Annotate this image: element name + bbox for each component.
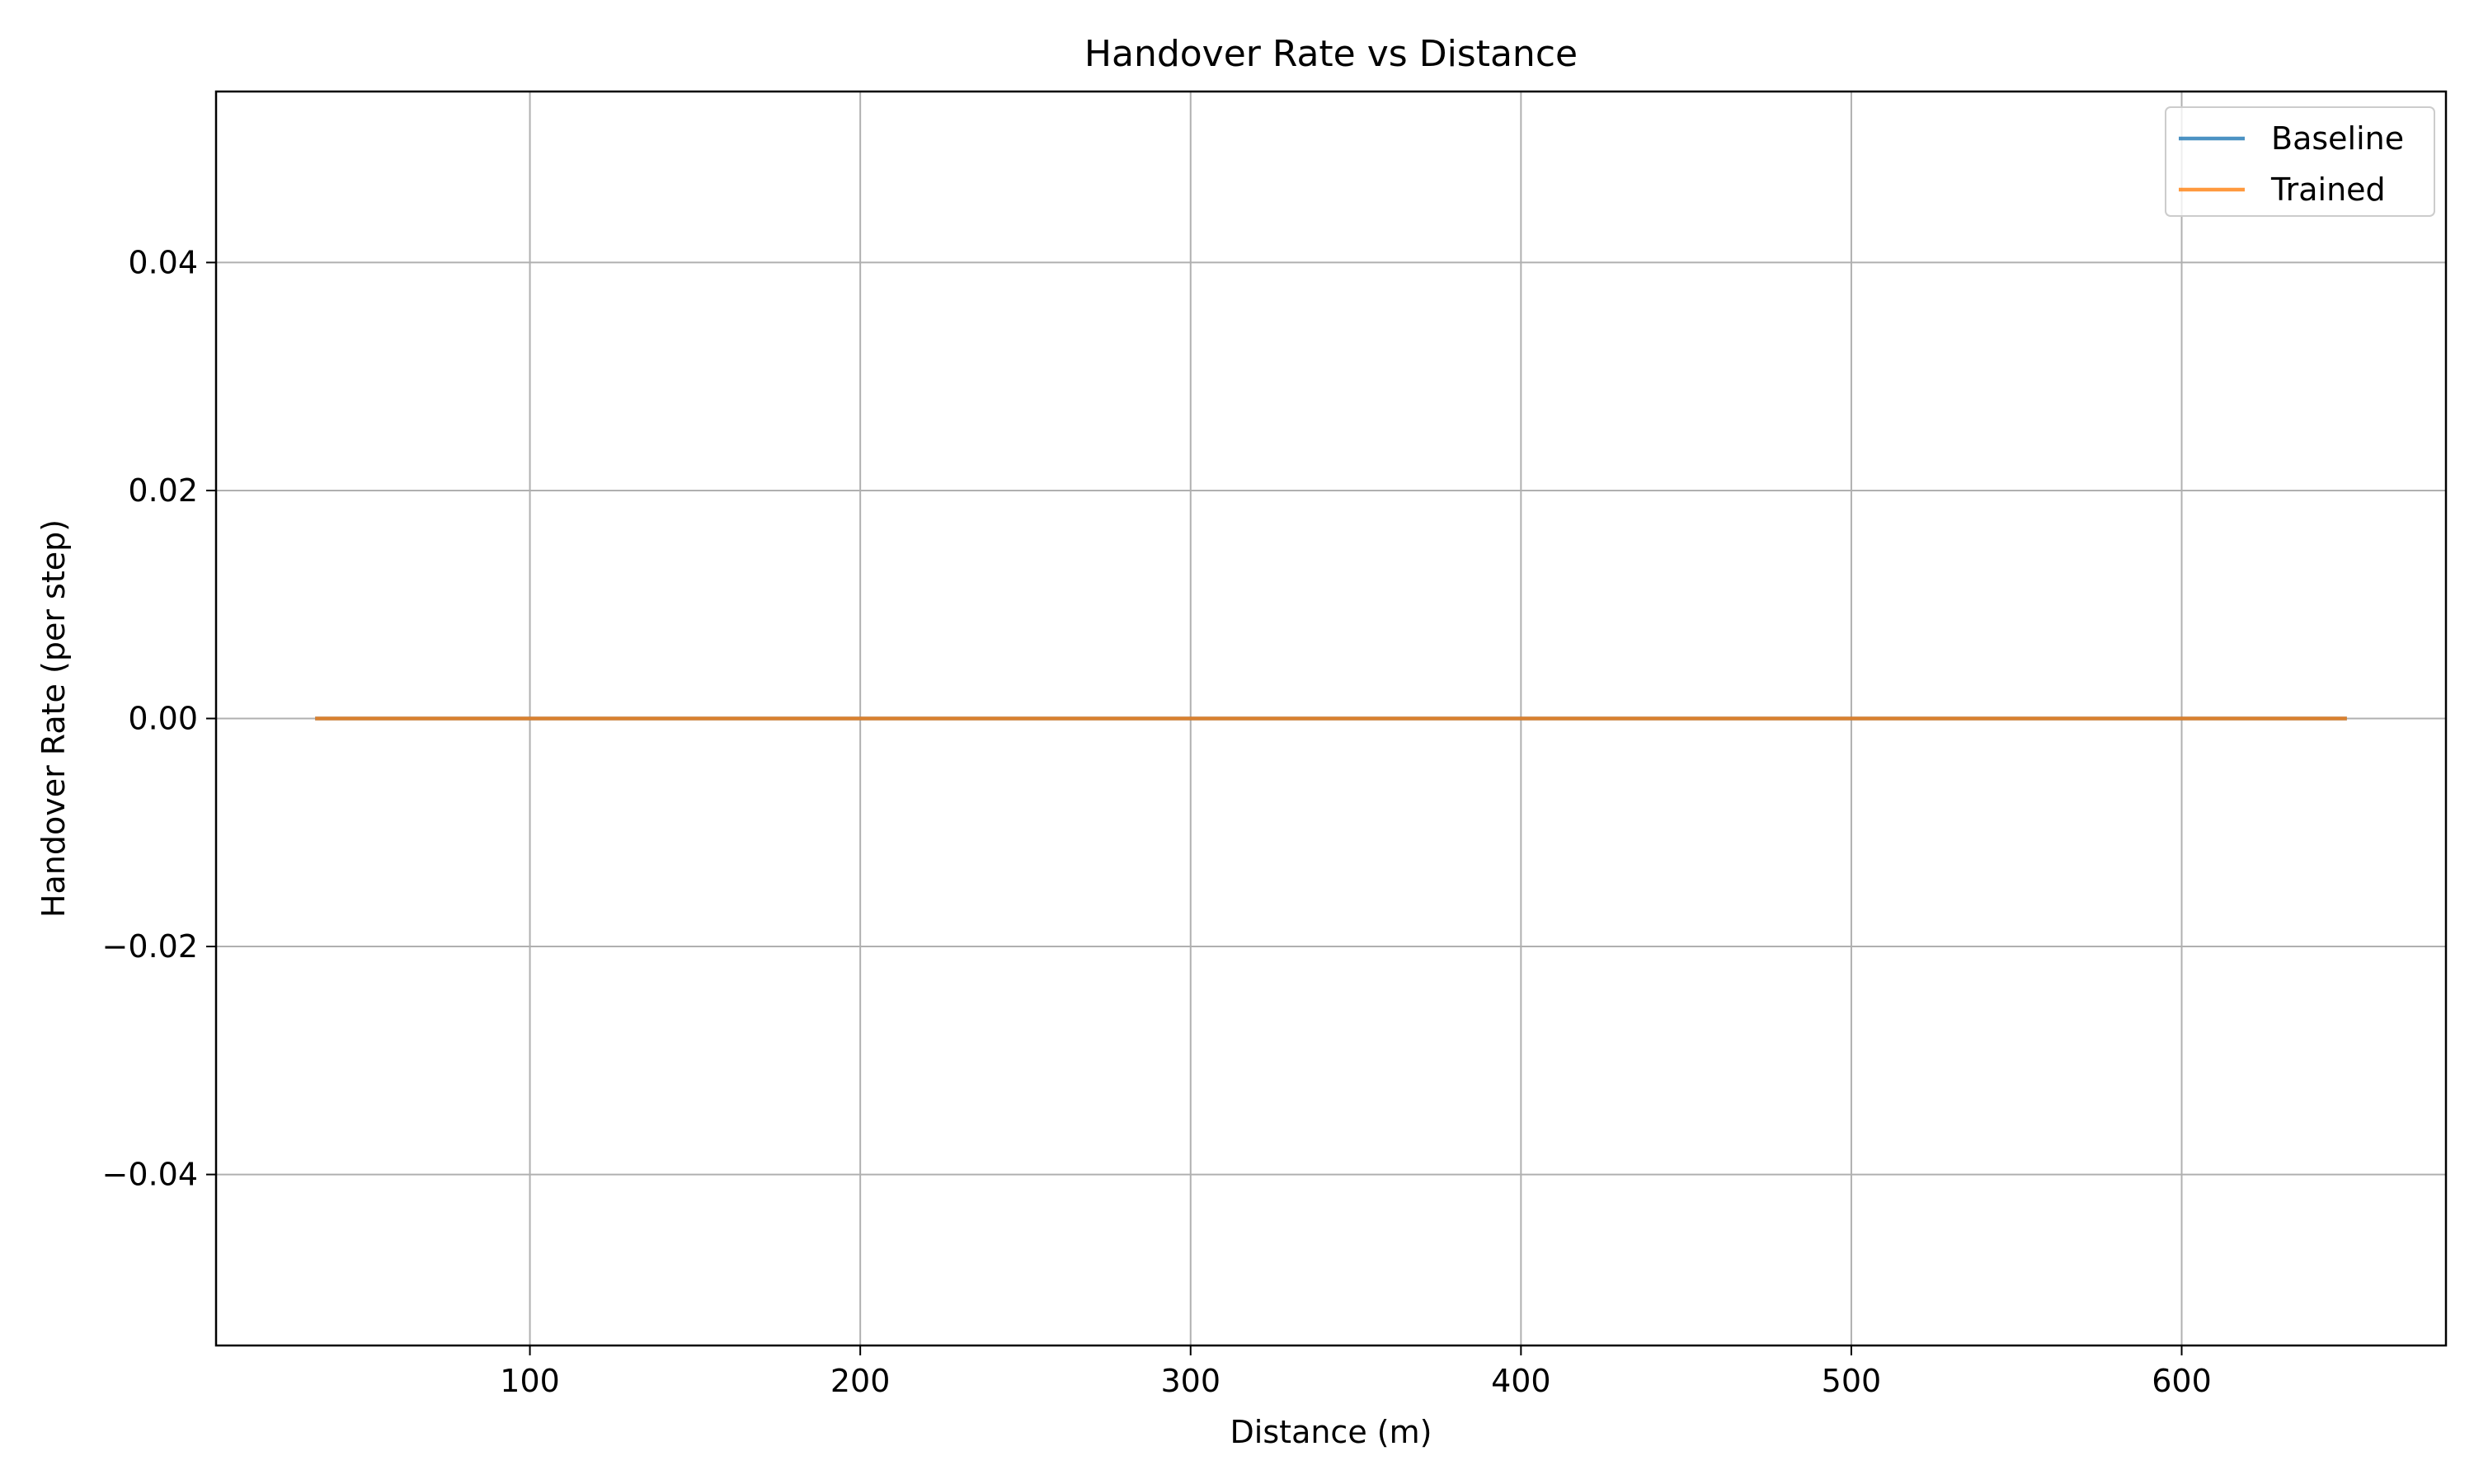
axis-ticks: 100 200 300 400 500 600 −0.04 −0.02 0.00 0.02 0.04 — [102, 244, 2212, 1399]
y-axis-label: Handover Rate (per step) — [35, 519, 72, 918]
x-axis-label: Distance (m) — [1230, 1414, 1432, 1450]
x-tick-label: 500 — [1822, 1363, 1882, 1399]
x-tick-label: 600 — [2152, 1363, 2212, 1399]
legend: Baseline Trained — [2165, 106, 2435, 217]
x-tick-label: 300 — [1160, 1363, 1221, 1399]
y-tick-label: 0.02 — [128, 472, 198, 509]
y-tick-label: 0.04 — [128, 244, 198, 280]
legend-label-trained: Trained — [2270, 171, 2386, 208]
y-tick-label: 0.00 — [128, 701, 198, 737]
x-tick-label: 200 — [830, 1363, 891, 1399]
chart-title: Handover Rate vs Distance — [1084, 33, 1578, 75]
x-tick-label: 100 — [500, 1363, 560, 1399]
y-tick-label: −0.04 — [102, 1157, 198, 1193]
x-tick-label: 400 — [1491, 1363, 1551, 1399]
legend-label-baseline: Baseline — [2271, 120, 2404, 157]
y-tick-label: −0.02 — [102, 928, 198, 965]
